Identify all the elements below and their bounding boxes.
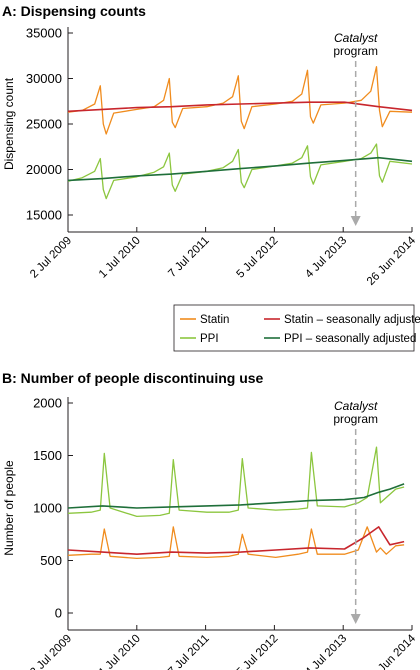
x-tick-label: 7 Jul 2011 (166, 633, 211, 670)
x-tick-label: 2 Jul 2009 (28, 235, 74, 281)
series-line-statin (67, 526, 405, 560)
x-tick-label: 1 Jul 2010 (97, 235, 143, 281)
y-tick-label: 25000 (26, 117, 62, 132)
x-tick-label: 5 Jul 2012 (235, 235, 281, 281)
x-tick-label: 4 Jul 2013 (303, 235, 349, 281)
panel-a-title: A: Dispensing counts (2, 3, 146, 19)
panel-a-plot: 15000 20000 25000 30000 35000 Dispensing coun… (2, 26, 419, 288)
y-tick-label: 1000 (33, 501, 62, 516)
panel-b-title: B: Number of people discontinuing use (2, 370, 264, 386)
y-tick-label: 0 (55, 606, 62, 621)
y-axis-label: Dispensing count (2, 77, 16, 170)
y-tick-label: 20000 (26, 162, 62, 177)
annotation-program: program (333, 412, 378, 426)
y-tick-label: 1500 (33, 448, 62, 463)
series-line-statin-sa (67, 526, 405, 556)
x-tick-label: 1 Jul 2010 (97, 633, 143, 670)
y-tick-label: 30000 (26, 71, 62, 86)
legend-label-statin: Statin (200, 314, 229, 326)
x-tick-label: 4 Jul 2013 (303, 633, 349, 670)
annotation-program: program (333, 44, 378, 58)
y-tick-label: 15000 (26, 208, 62, 223)
catalyst-marker-arrow (350, 216, 361, 226)
legend-label-ppi-sa: PPI – seasonally adjusted (284, 333, 416, 345)
legend-label-ppi: PPI (200, 333, 219, 345)
series-line-ppi-sa (67, 156, 413, 182)
catalyst-marker-arrow (350, 614, 361, 624)
x-tick-label: 26 Jun 2014 (365, 234, 419, 288)
y-tick-label: 500 (40, 553, 62, 568)
legend-box (173, 304, 415, 352)
annotation-catalyst: Catalyst (334, 399, 378, 413)
x-tick-label: 5 Jul 2012 (235, 633, 281, 670)
annotation-catalyst: Catalyst (334, 31, 378, 45)
series-line-statin (67, 66, 413, 135)
series-line-ppi (67, 143, 413, 200)
series-line-ppi-sa (67, 483, 405, 509)
legend: Statin Statin – seasonally adjusted PPI … (173, 304, 420, 352)
legend-label-statin-sa: Statin – seasonally adjusted (284, 314, 420, 326)
x-tick-label: 7 Jul 2011 (166, 235, 211, 280)
series-line-ppi (67, 446, 405, 518)
x-tick-label: 2 Jul 2009 (28, 633, 74, 670)
y-tick-label: 35000 (26, 26, 62, 41)
y-tick-label: 2000 (33, 396, 62, 411)
x-tick-label: 26 Jun 2014 (365, 632, 419, 670)
panel-b-plot: 0 500 1000 1500 2000 Number of people 2 Jul 20… (2, 396, 419, 670)
y-axis-label: Number of people (2, 460, 16, 556)
